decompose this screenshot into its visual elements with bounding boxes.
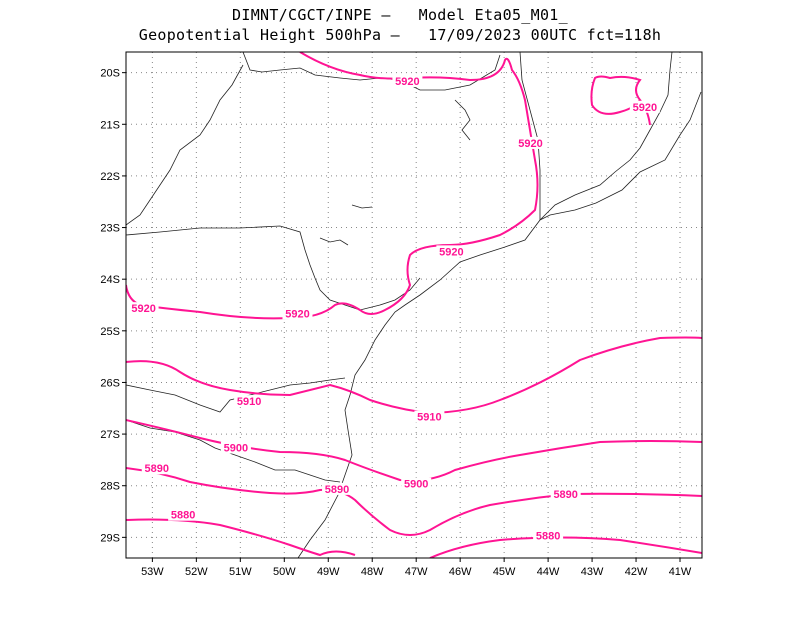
contour-label-bg — [220, 441, 251, 454]
contour-label-bg — [550, 488, 581, 501]
contour-5880-east — [429, 536, 702, 558]
axis-labels: 20S 21S 22S 23S 24S 25S 26S 27S 28S 29S 53W 52W 51W 5… — [100, 68, 692, 578]
reservoir-2 — [319, 237, 349, 246]
border-sp-north — [126, 64, 244, 226]
lat-tick-label: 24S — [100, 274, 120, 286]
lon-tick-label: 52W — [185, 566, 208, 578]
border-pr-sp — [126, 225, 421, 311]
contour-label: 5920 — [518, 138, 542, 150]
contour-label-bg — [234, 395, 265, 408]
contour-label: 5920 — [285, 308, 309, 320]
state-borders — [126, 52, 702, 558]
contour-5910 — [126, 336, 702, 415]
contour-label: 5890 — [553, 489, 577, 501]
lat-tick-label: 21S — [100, 119, 120, 131]
lon-tick-label: 44W — [537, 566, 560, 578]
lat-tick-label: 23S — [100, 223, 120, 235]
contour-label-bg — [128, 302, 159, 315]
contour-label-bg — [322, 482, 353, 495]
contour-label-bg — [515, 136, 546, 149]
reservoir-3 — [351, 204, 373, 209]
contour-label-bg — [392, 74, 423, 87]
coastline — [297, 91, 702, 558]
contour-label: 5880 — [171, 510, 195, 522]
lat-tick-label: 29S — [100, 532, 120, 544]
graticule — [126, 52, 702, 558]
contour-5880 — [126, 518, 356, 557]
plot-frame — [125, 51, 703, 559]
title-line-1: DIMNT/CGCT/INPE – Model Eta05_M01_ — [232, 6, 568, 24]
lon-tick-label: 48W — [361, 566, 384, 578]
lon-tick-label: 46W — [449, 566, 472, 578]
lon-tick-label: 42W — [625, 566, 648, 578]
contour-label-bg — [629, 100, 660, 113]
contour-label-bg — [282, 307, 313, 320]
contour-label: 5890 — [325, 484, 349, 496]
contour-label-bg — [436, 245, 467, 258]
contour-label: 5920 — [395, 76, 419, 88]
contour-label: 5890 — [145, 463, 169, 475]
contour-labels: 5920 5920 5920 5920 5920 5920 5910 5910 5900 5900… — [128, 74, 660, 542]
lon-tick-label: 43W — [581, 566, 604, 578]
title-line-2: Geopotential Height 500hPa – 17/09/2023 … — [138, 26, 662, 44]
lon-tick-label: 49W — [317, 566, 340, 578]
lat-tick-label: 22S — [100, 171, 120, 183]
contour-5920-north — [126, 52, 539, 320]
lon-tick-label: 53W — [141, 566, 164, 578]
contour-label-bg — [168, 508, 199, 521]
contour-label: 5900 — [404, 479, 428, 491]
lon-tick-label: 51W — [229, 566, 252, 578]
lat-tick-label: 25S — [100, 326, 120, 338]
contour-label: 5880 — [536, 530, 560, 542]
reservoir-1 — [454, 99, 471, 141]
contour-label-bg — [141, 462, 172, 475]
lat-tick-label: 26S — [100, 377, 120, 389]
lon-tick-label: 50W — [273, 566, 296, 578]
contour-label: 5910 — [237, 396, 261, 408]
lon-tick-label: 41W — [669, 566, 692, 578]
border-mg-sp — [242, 52, 501, 91]
contour-label: 5920 — [633, 102, 657, 114]
contour-label: 5920 — [439, 246, 463, 258]
contour-label-bg — [401, 477, 432, 490]
contour-label: 5920 — [131, 303, 155, 315]
contour-5900 — [126, 419, 702, 482]
lat-tick-label: 28S — [100, 481, 120, 493]
contour-label: 5910 — [417, 412, 441, 424]
lon-tick-label: 45W — [493, 566, 516, 578]
contour-label: 5900 — [224, 443, 248, 455]
contour-label-bg — [533, 529, 564, 542]
contour-label-bg — [414, 410, 445, 423]
lon-tick-label: 47W — [405, 566, 428, 578]
border-mg-rj — [539, 52, 673, 221]
lat-tick-label: 27S — [100, 429, 120, 441]
lat-tick-label: 20S — [100, 68, 120, 80]
